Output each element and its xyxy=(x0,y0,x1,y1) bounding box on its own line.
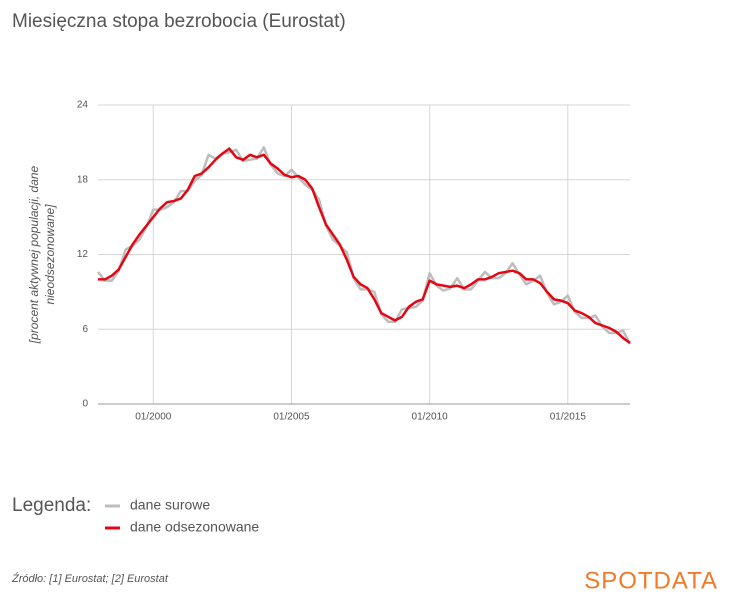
y-tick-label: 24 xyxy=(77,100,89,111)
data-line xyxy=(97,146,632,345)
x-tick-label: 01/2000 xyxy=(135,412,172,423)
x-tick-label: 01/2015 xyxy=(550,412,587,423)
x-tick-label: 01/2010 xyxy=(412,412,449,423)
source: Źródło: [1] Eurostat; [2] Eurostat xyxy=(11,572,169,585)
y-axis-label-line: nieodsezonowane] xyxy=(43,204,57,305)
y-axis-label: [procent aktywnej populacji, dane nieodse… xyxy=(27,165,57,344)
chart-title: Miesięczna stopa bezrobocia (Eurostat) xyxy=(12,11,346,32)
x-tick-label: 01/2005 xyxy=(273,412,310,423)
y-tick-label: 18 xyxy=(77,174,89,185)
data-line xyxy=(98,147,631,344)
y-axis-label-line: [procent aktywnej populacji, dane xyxy=(27,165,41,344)
legend-title: Legenda: xyxy=(12,495,91,516)
brand-logo: SPOTDATA xyxy=(584,567,718,594)
legend-label: dane surowe xyxy=(130,497,210,513)
y-tick-label: 6 xyxy=(82,324,88,335)
y-tick-label: 0 xyxy=(82,399,88,410)
y-tick-label: 12 xyxy=(77,249,89,260)
legend-label: dane odsezonowane xyxy=(130,519,259,535)
